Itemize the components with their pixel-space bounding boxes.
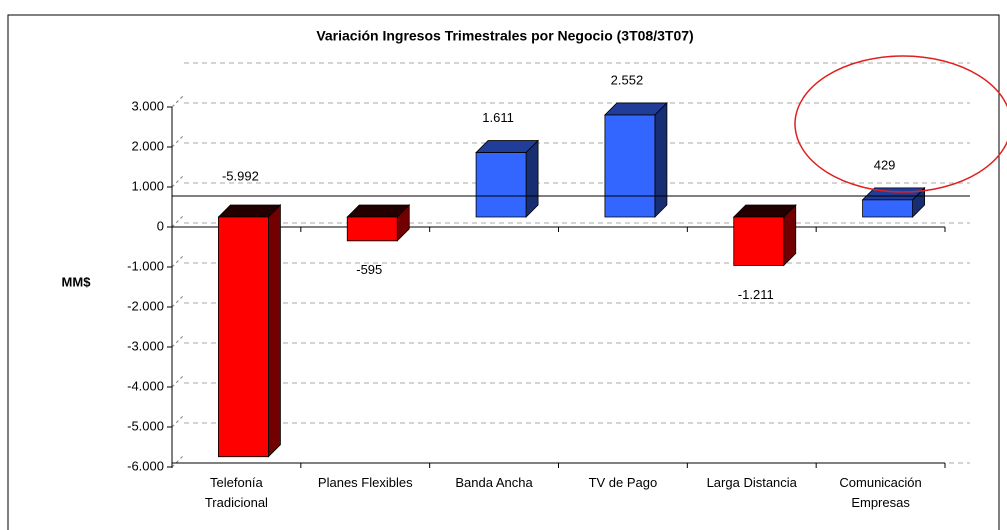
grid-diagonal [171, 454, 185, 468]
value-label: -595 [356, 262, 382, 277]
value-label: 429 [874, 157, 896, 172]
chart-frame [7, 14, 1000, 530]
bar-front [733, 216, 785, 266]
grid-diagonal [171, 174, 185, 188]
y-tick-label: 3.000 [131, 98, 164, 113]
y-axis-back [171, 94, 185, 108]
bar-front [346, 216, 398, 242]
bar-side [654, 101, 668, 218]
bar-front [475, 152, 527, 218]
y-tick-label: -6.000 [127, 458, 164, 473]
y-tick-label: 0 [157, 218, 164, 233]
bar-front [862, 199, 913, 218]
grid-diagonal [171, 414, 185, 428]
bar [603, 101, 668, 218]
highlight-ellipse [794, 55, 1007, 193]
grid-diagonal [171, 334, 185, 348]
bar [217, 204, 282, 458]
x-tick-label: TV de Pago [588, 475, 658, 490]
y-tick-label: -3.000 [127, 338, 164, 353]
bar [475, 139, 540, 218]
value-label: -1.211 [738, 287, 774, 302]
bar [861, 186, 926, 218]
grid-diagonal [171, 374, 185, 388]
bar-side [268, 204, 281, 458]
bar [346, 204, 411, 242]
x-tick-label: Telefonía Tradicional [204, 475, 268, 510]
value-label: -5.992 [222, 168, 259, 183]
value-label: 1.611 [482, 110, 514, 125]
x-tick-label: Larga Distancia [706, 475, 797, 490]
y-tick-label: -2.000 [127, 298, 164, 313]
value-label: 2.552 [611, 72, 644, 87]
x-tick-label: Planes Flexibles [317, 475, 413, 490]
y-tick-label: -5.000 [127, 418, 164, 433]
y-tick-label: 2.000 [131, 138, 164, 153]
grid-diagonal [171, 214, 185, 228]
y-tick-label: -1.000 [127, 258, 164, 273]
x-tick-label: Banda Ancha [455, 475, 533, 490]
grid-diagonal [171, 134, 185, 148]
y-axis-label: MM$ [62, 274, 92, 289]
bar-side [525, 139, 539, 218]
grid-diagonal [171, 254, 185, 268]
bar [732, 204, 797, 267]
bar-front [604, 114, 656, 218]
chart-title: Variación Ingresos Trimestrales por Nego… [316, 28, 693, 44]
bar-front [218, 216, 269, 458]
y-tick-label: -4.000 [127, 378, 164, 393]
x-tick-label: Comunicación Empresas [839, 475, 922, 510]
y-tick-label: 1.000 [131, 178, 164, 193]
grid-diagonal [171, 294, 185, 308]
